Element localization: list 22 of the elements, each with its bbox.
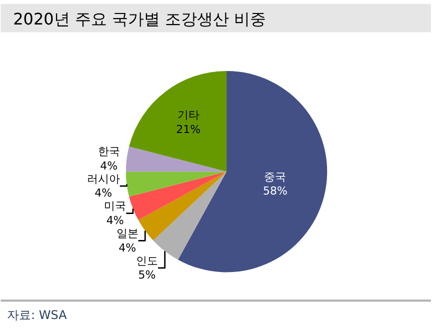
slice-label: 기타 [177,108,200,122]
pie-slice [129,70,227,172]
pie-slice [126,146,227,172]
data-label: 4% [94,186,112,200]
slice-label: 일본 [116,227,138,240]
slice-label: 미국 [104,200,126,213]
chart-title: 2020년 주요 국가별 조강생산 비중 [13,9,266,28]
slice-label: 한국 [98,145,120,158]
data-label: 4% [118,241,136,254]
data-label: 4% [106,214,124,228]
data-label: 58% [263,184,288,198]
data-label: 5% [138,268,156,282]
slice-label: 러시아 [86,172,120,186]
text: 자료: WSA [7,308,68,322]
pie-slice [138,172,227,240]
data-label: 4% [100,159,118,172]
slice-label: 인도 [136,254,158,268]
pie-slice [129,172,227,220]
data-label: 21% [176,122,201,136]
pie-slice [126,172,227,197]
slice-label: 중국 [264,170,286,184]
pie-slice [178,70,327,272]
